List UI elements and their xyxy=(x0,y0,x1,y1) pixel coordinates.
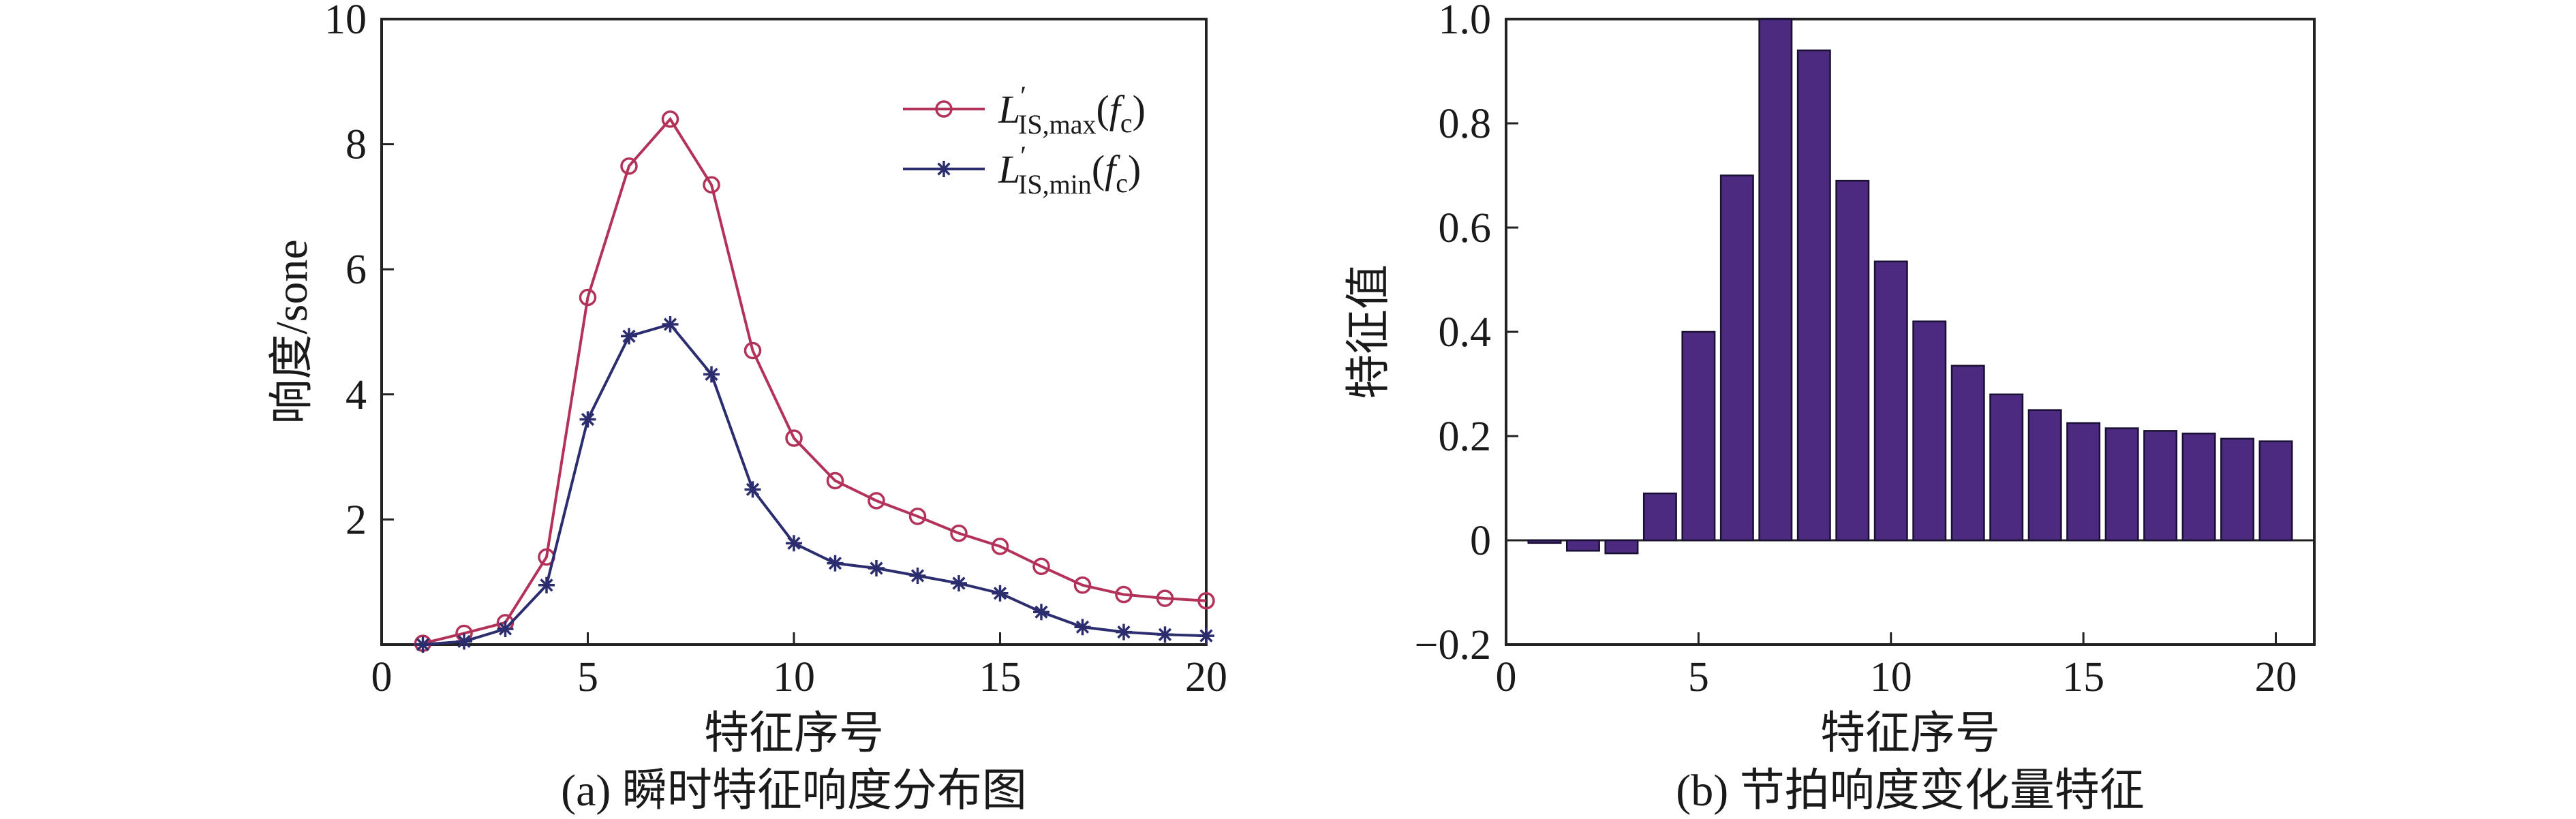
a-data-point xyxy=(703,176,720,194)
b-y-tick-label: 0.4 xyxy=(1439,309,1492,356)
a-data-point xyxy=(868,492,885,510)
legend-circle-marker xyxy=(935,100,953,118)
bar xyxy=(2066,422,2101,542)
a-legend: L′ IS,max(fc)L′ IS,min(fc) xyxy=(903,80,1146,200)
a-data-point xyxy=(1156,626,1174,643)
bar xyxy=(1912,320,1947,542)
a-data-point xyxy=(743,341,762,360)
bar xyxy=(1719,174,1754,542)
a-data-point xyxy=(456,633,472,650)
legend-label-max: L′ IS,max(fc) xyxy=(998,80,1146,140)
a-data-point xyxy=(579,288,597,307)
a-data-point xyxy=(703,366,720,383)
a-data-point xyxy=(827,555,844,572)
b-x-tick-label: 5 xyxy=(1688,654,1709,700)
b-y-tick-label: 0.6 xyxy=(1439,205,1492,251)
a-x-tick-label: 5 xyxy=(577,654,598,700)
bar xyxy=(1527,539,1562,544)
a-data-point xyxy=(620,157,638,175)
a-x-tick-label: 15 xyxy=(979,654,1022,700)
a-data-point xyxy=(621,328,637,345)
a-data-point xyxy=(1198,628,1214,645)
b-axis-ticks: 0 5 10 15 20−0.200.20.40.60.81.0 xyxy=(1415,0,2297,700)
a-y-tick-label: 2 xyxy=(346,497,367,543)
a-data-point xyxy=(992,585,1009,602)
a-data-point xyxy=(868,560,885,577)
a-y-tick-label: 10 xyxy=(324,0,367,43)
bar xyxy=(1642,492,1677,542)
b-y-tick-label: 0.2 xyxy=(1439,414,1492,460)
a-data-point xyxy=(661,110,679,128)
bar xyxy=(2258,440,2293,542)
a-caption: (a) 瞬时特征响度分布图 xyxy=(561,766,1027,816)
bar xyxy=(1681,330,1716,542)
a-data-point xyxy=(785,429,803,447)
a-data-point xyxy=(991,538,1009,555)
a-data-point xyxy=(662,315,679,333)
bar xyxy=(1835,179,1870,542)
bar xyxy=(1989,393,2024,542)
legend-star-marker xyxy=(936,161,952,177)
a-data-point xyxy=(950,524,968,542)
a-data-point xyxy=(909,568,926,585)
a-data-point xyxy=(908,508,927,525)
b-x-tick-label: 10 xyxy=(1870,654,1912,700)
bar xyxy=(1604,539,1639,555)
a-series-group xyxy=(414,110,1215,653)
a-data-point xyxy=(497,621,514,638)
a-data-point xyxy=(744,481,761,498)
a-data-point xyxy=(1115,585,1133,604)
a-data-point xyxy=(1032,557,1050,575)
bar xyxy=(2027,409,2062,542)
bar xyxy=(1873,260,1908,542)
a-y-tick-label: 4 xyxy=(346,372,367,418)
a-data-point xyxy=(1116,623,1132,640)
a-data-point xyxy=(1197,591,1215,610)
a-y-tick-label: 6 xyxy=(346,247,367,293)
a-data-point xyxy=(951,575,967,592)
a-y-tick-label: 8 xyxy=(346,122,367,168)
a-x-tick-label: 0 xyxy=(371,654,393,700)
bar xyxy=(2143,430,2178,542)
b-x-tick-label: 15 xyxy=(2062,654,2104,700)
a-data-point xyxy=(1156,589,1174,607)
a-data-point xyxy=(538,576,555,593)
b-y-tick-label: 0 xyxy=(1470,518,1491,564)
a-x-tick-label: 20 xyxy=(1185,654,1227,700)
a-y-axis-title: 响度/sone xyxy=(267,239,317,424)
legend-label-min: L′ IS,min(fc) xyxy=(998,140,1141,200)
b-caption: (b) 节拍响度变化量特征 xyxy=(1676,766,2144,816)
a-data-point xyxy=(1073,576,1092,594)
a-x-axis-title: 特征序号 xyxy=(704,709,884,758)
b-x-tick-label: 0 xyxy=(1496,654,1517,700)
b-x-tick-label: 20 xyxy=(2255,654,2297,700)
a-data-point xyxy=(1074,619,1091,636)
a-x-tick-label: 10 xyxy=(773,654,815,700)
b-bars-group xyxy=(1527,18,2293,555)
a-data-point xyxy=(826,472,844,490)
bar xyxy=(1565,539,1600,552)
panel-b-bar-chart: 0 5 10 15 20−0.200.20.40.60.81.0 特征值 特征序号 (b… xyxy=(1344,0,2316,816)
b-y-axis-title: 特征值 xyxy=(1344,264,1394,399)
bar xyxy=(1758,18,1793,542)
bar xyxy=(2220,437,2255,542)
a-series-line-min xyxy=(423,322,1207,646)
a-data-point xyxy=(579,411,596,428)
bar xyxy=(1796,49,1831,542)
b-y-tick-label: −0.2 xyxy=(1415,622,1491,668)
a-data-point xyxy=(786,535,802,552)
bar xyxy=(2104,427,2139,542)
b-x-axis-title: 特征序号 xyxy=(1820,709,2000,758)
a-data-point xyxy=(1033,604,1049,621)
a-axis-ticks: 0 5 10 15 20 2 4 6 8 10 xyxy=(324,0,1227,700)
b-y-tick-label: 0.8 xyxy=(1439,101,1492,147)
bar xyxy=(1950,365,1985,542)
a-data-point xyxy=(414,636,431,653)
bar xyxy=(2181,432,2216,542)
b-y-tick-label: 1.0 xyxy=(1439,0,1492,43)
